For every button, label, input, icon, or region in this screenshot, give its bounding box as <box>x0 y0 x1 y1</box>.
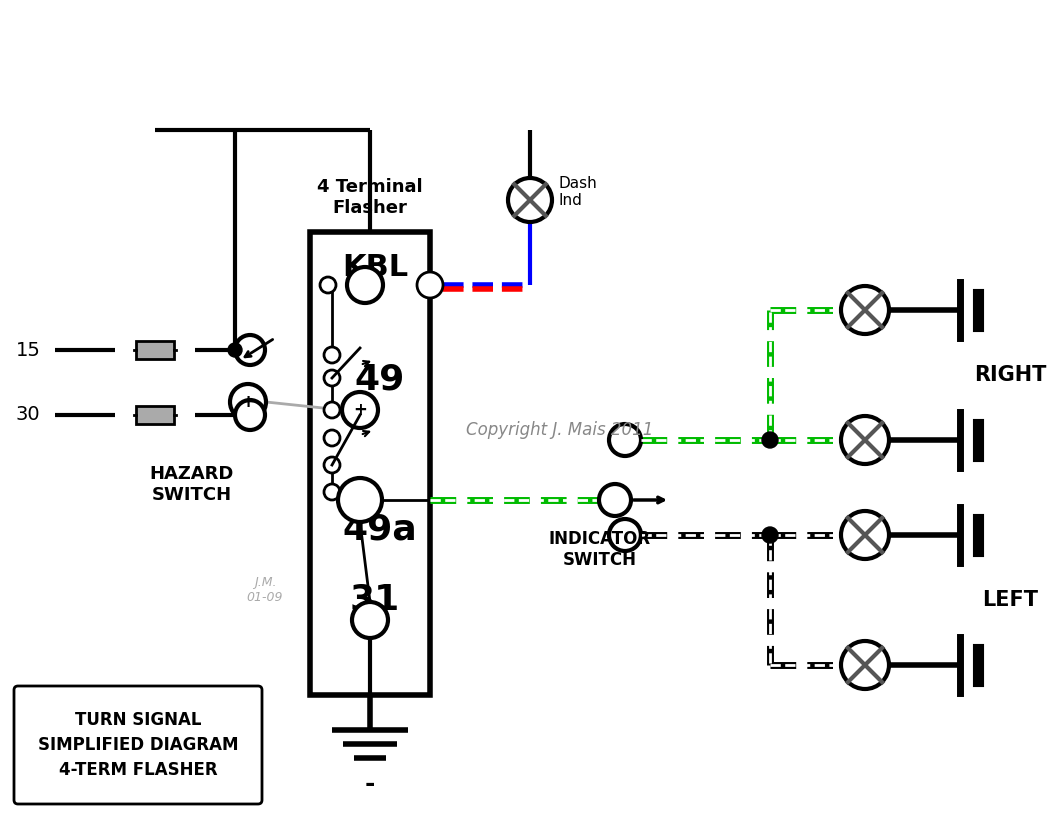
Text: KBL: KBL <box>342 252 408 282</box>
Circle shape <box>338 478 382 522</box>
FancyBboxPatch shape <box>14 686 262 804</box>
Circle shape <box>347 267 383 303</box>
Circle shape <box>324 457 340 473</box>
Circle shape <box>324 484 340 500</box>
Circle shape <box>228 343 242 357</box>
Circle shape <box>320 277 336 293</box>
Circle shape <box>230 384 266 420</box>
Circle shape <box>841 641 889 689</box>
Circle shape <box>324 347 340 363</box>
Text: TURN SIGNAL
SIMPLIFIED DIAGRAM
4-TERM FLASHER: TURN SIGNAL SIMPLIFIED DIAGRAM 4-TERM FL… <box>38 711 239 779</box>
Text: 31: 31 <box>350 583 400 617</box>
Circle shape <box>599 484 631 516</box>
Circle shape <box>235 400 265 430</box>
Circle shape <box>609 424 641 456</box>
Circle shape <box>417 272 444 298</box>
Bar <box>136 341 174 359</box>
Circle shape <box>841 511 889 559</box>
Circle shape <box>508 178 552 222</box>
Circle shape <box>324 370 340 386</box>
Text: HAZARD
SWITCH: HAZARD SWITCH <box>150 465 234 503</box>
Text: Copyright J. Mais 2011: Copyright J. Mais 2011 <box>467 421 654 439</box>
Text: Dash
Ind: Dash Ind <box>558 175 597 208</box>
Text: 49a: 49a <box>342 513 417 547</box>
FancyBboxPatch shape <box>310 232 430 695</box>
Circle shape <box>841 286 889 334</box>
Circle shape <box>609 519 641 551</box>
Circle shape <box>342 392 378 428</box>
Text: 15: 15 <box>16 340 40 360</box>
Circle shape <box>235 335 265 365</box>
Bar <box>136 406 174 424</box>
Text: 49: 49 <box>355 363 406 397</box>
Text: -: - <box>364 772 375 796</box>
Text: +: + <box>241 393 256 411</box>
Circle shape <box>352 602 388 638</box>
Text: 30: 30 <box>16 406 40 424</box>
Circle shape <box>762 432 778 448</box>
Circle shape <box>324 430 340 446</box>
Circle shape <box>841 416 889 464</box>
Text: INDICATOR
SWITCH: INDICATOR SWITCH <box>549 530 652 569</box>
Text: J.M.
01-09: J.M. 01-09 <box>247 576 283 604</box>
Circle shape <box>762 527 778 543</box>
Text: RIGHT: RIGHT <box>974 365 1046 385</box>
Text: LEFT: LEFT <box>982 590 1038 610</box>
Text: 4 Terminal
Flasher: 4 Terminal Flasher <box>317 178 422 217</box>
Text: +: + <box>353 401 366 419</box>
Circle shape <box>324 402 340 418</box>
